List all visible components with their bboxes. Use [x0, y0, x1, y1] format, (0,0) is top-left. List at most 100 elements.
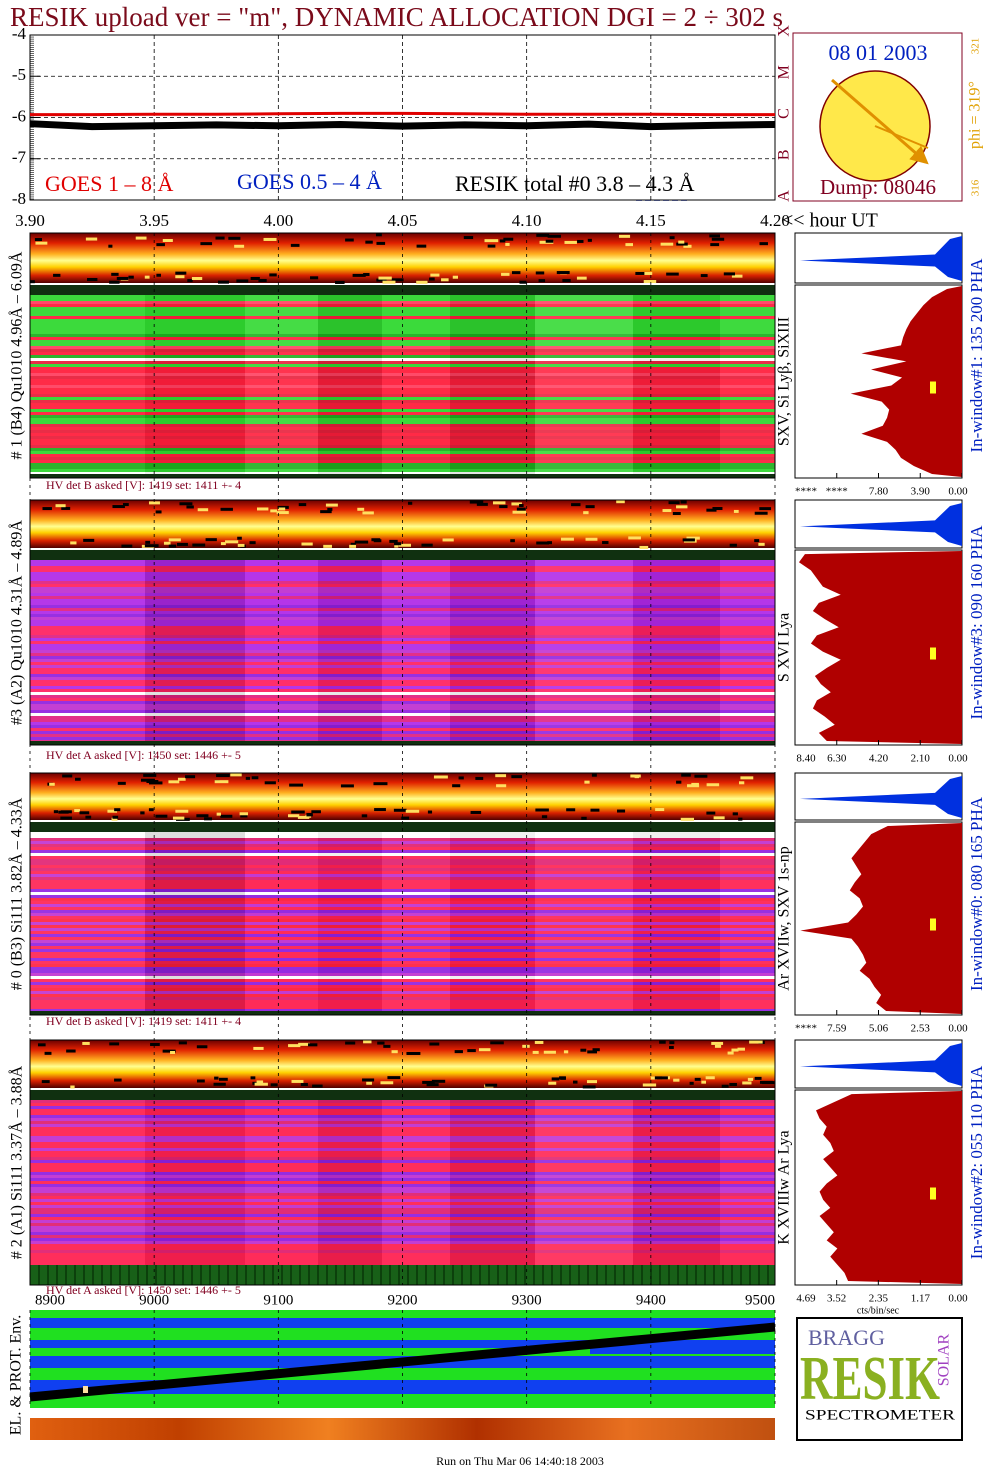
band-speckle [382, 280, 396, 284]
band-speckle [245, 776, 251, 780]
spectrogram-column [450, 295, 535, 474]
logo-side: SOLAR [936, 1333, 953, 1386]
band-speckle [163, 541, 171, 545]
band-speckle [312, 1084, 323, 1088]
band-speckle [712, 507, 723, 511]
spectrogram-row [30, 677, 775, 680]
band-speckle [721, 1084, 729, 1088]
band-speckle [398, 543, 411, 547]
spectrogram-row [30, 403, 775, 406]
band-speckle [156, 273, 161, 277]
band-speckle [168, 544, 177, 548]
band-speckle [60, 816, 72, 820]
band-speckle [116, 276, 129, 280]
band-speckle [406, 1051, 421, 1055]
band-speckle [490, 1041, 504, 1045]
spectrogram-row [30, 713, 775, 716]
spectrogram-row [30, 1232, 775, 1235]
spectrogram-row [30, 578, 775, 581]
band-speckle [79, 811, 90, 815]
band-speckle [733, 509, 739, 513]
detector-label: #3 (A2) Qu1010 4.31Å – 4.89Å [8, 520, 26, 725]
band-speckle [135, 236, 147, 240]
spectrogram-column [382, 295, 450, 474]
spectrogram-row [30, 560, 775, 563]
band-speckle [532, 1050, 539, 1054]
hist-tick-label: 6.30 [827, 753, 847, 765]
band-speckle [297, 815, 310, 819]
spectrogram-row [30, 991, 775, 994]
band-speckle [562, 279, 571, 283]
mini-hist [800, 503, 962, 546]
hv-status: HV det B asked [V]: 1419 set: 1411 +- 4 [46, 1014, 241, 1028]
band-speckle [301, 542, 313, 546]
band-speckle [582, 1085, 596, 1089]
band-speckle [35, 241, 48, 245]
band-speckle [469, 500, 484, 504]
band-speckle [197, 508, 209, 512]
band-speckle [669, 1041, 675, 1045]
band-speckle [551, 1077, 560, 1081]
spectrogram-edge [30, 474, 775, 478]
window-marker [930, 647, 936, 660]
spectrogram-column [535, 560, 633, 741]
legend-label: GOES 1 – 8 Å [45, 171, 173, 196]
window-marker [930, 1187, 936, 1200]
x-tick-label: 4.20 [760, 211, 790, 230]
spectrogram-row [30, 1181, 775, 1184]
spectrogram-row [30, 307, 775, 310]
band-speckle [214, 780, 229, 784]
legend-label: RESIK total #0 3.8 – 4.3 Å [455, 171, 695, 196]
band-speckle [749, 1040, 763, 1044]
window-marker [930, 918, 936, 931]
band-speckle [754, 1076, 762, 1080]
band-speckle [380, 1081, 394, 1085]
band-speckle [83, 538, 95, 542]
band-speckle [374, 808, 386, 812]
spectrogram-row [30, 958, 775, 961]
spectrogram-column [450, 1100, 535, 1281]
spectrogram-row [30, 301, 775, 304]
band-speckle [700, 274, 708, 278]
band-speckle [668, 501, 680, 505]
band-speckle [738, 781, 745, 785]
band-speckle [586, 1080, 598, 1084]
band-speckle [363, 273, 370, 277]
spectrogram-column [382, 1100, 450, 1281]
spectrogram-column [245, 832, 318, 1011]
band-speckle [140, 811, 145, 815]
spectrogram-row [30, 895, 775, 898]
time-tick-label: 9100 [263, 1292, 293, 1308]
band-speckle [659, 1040, 666, 1044]
band-speckle [676, 780, 682, 784]
band-speckle [112, 505, 125, 509]
band-speckle [754, 539, 760, 543]
spectrogram-row [30, 599, 775, 602]
band-speckle [349, 544, 357, 548]
band-speckle [216, 812, 221, 816]
window-marker [930, 381, 936, 394]
logo-bottom: SPECTROMETER [805, 1407, 955, 1423]
band-speckle [74, 809, 80, 813]
spectrogram-row [30, 692, 775, 695]
spectrogram-row [30, 349, 775, 352]
spectrogram-row [30, 614, 775, 617]
line-label: S XVI Lya [776, 613, 793, 682]
spectrogram-row [30, 424, 775, 427]
band-speckle [630, 774, 641, 778]
band-speckle [683, 244, 692, 248]
x-tick-label: 4.05 [388, 211, 418, 230]
band-speckle [251, 776, 259, 780]
band-speckle [220, 814, 233, 818]
band-speckle [175, 271, 187, 275]
band-speckle [366, 1081, 372, 1085]
band-speckle [70, 541, 77, 545]
band-speckle [541, 815, 548, 819]
x-axis-label: << hour UT [782, 210, 878, 232]
band-speckle [427, 810, 433, 814]
series-line [30, 111, 775, 117]
band-speckle [300, 1083, 308, 1087]
hist-tick-label: 4.69 [796, 1293, 816, 1305]
spectrogram-row [30, 1145, 775, 1148]
band-speckle [216, 774, 230, 778]
